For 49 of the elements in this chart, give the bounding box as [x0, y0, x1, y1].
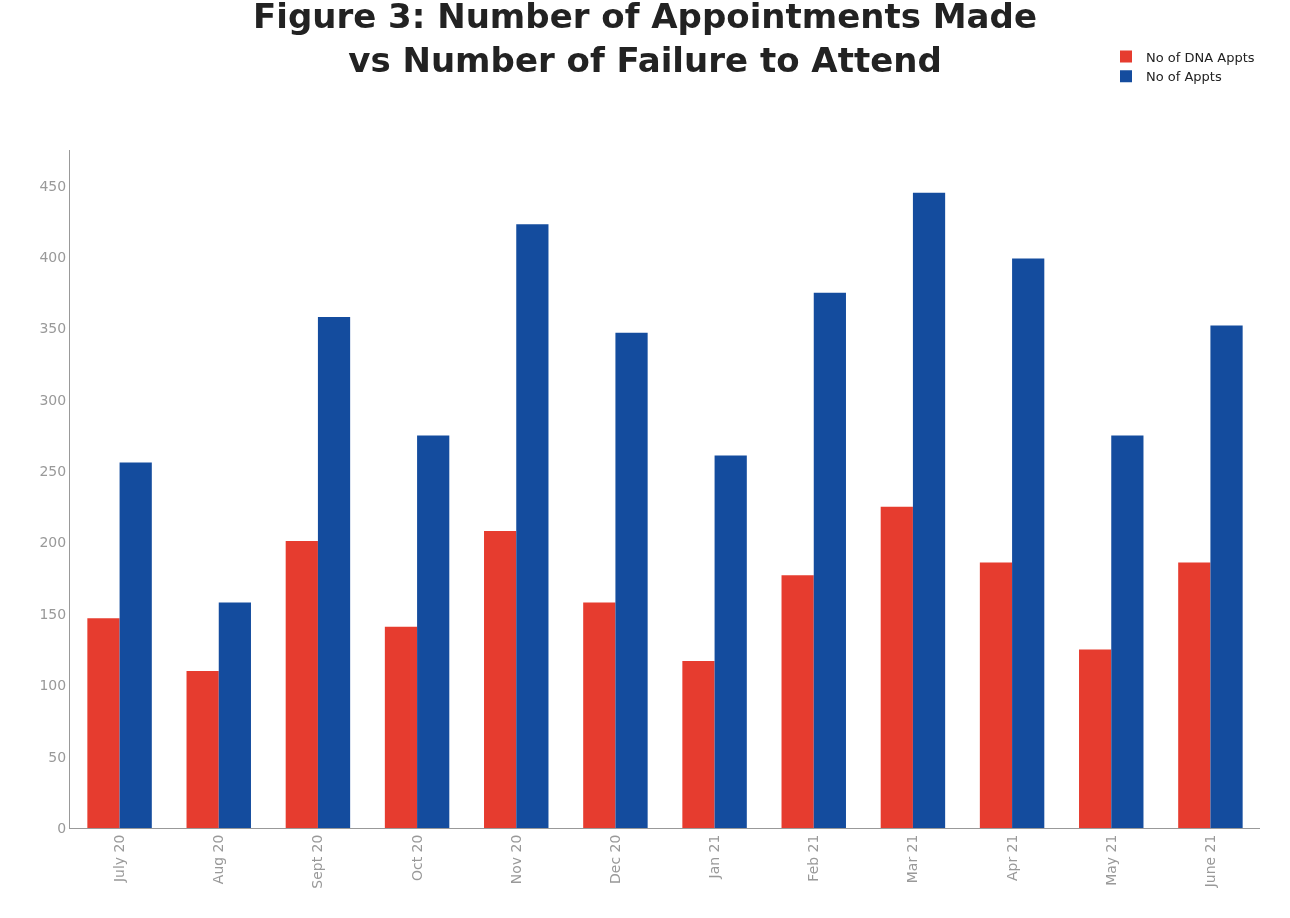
x-tick-label: May 21 [1102, 834, 1119, 886]
bar [714, 455, 747, 828]
bar [484, 531, 517, 828]
x-tick-label: Aug 20 [210, 834, 227, 885]
y-tick-label: 150 [39, 605, 67, 622]
x-tick-label: Jan 21 [706, 834, 723, 880]
chart-title: Figure 3: Number of Appointments Made vs Number of Failure to Attend [253, 0, 1037, 80]
bar [87, 618, 120, 828]
bar [1079, 649, 1112, 828]
bar [583, 602, 616, 828]
x-tick-label: Oct 20 [408, 834, 425, 882]
bar [1111, 435, 1144, 828]
y-tick-label: 200 [39, 534, 67, 551]
bar [1210, 325, 1243, 828]
bar [384, 626, 418, 828]
y-tick-label: 450 [39, 177, 67, 194]
x-tick-label: July 20 [111, 834, 128, 884]
x-tick-label: Feb 21 [805, 834, 822, 882]
x-tick-label: Nov 20 [507, 834, 524, 885]
bar [1012, 258, 1045, 828]
y-tick-label: 0 [57, 819, 67, 836]
legend-label: No of DNA Appts [1146, 49, 1255, 65]
bar [813, 292, 846, 828]
y-tick-label: 350 [39, 320, 67, 337]
bar [682, 661, 715, 828]
x-tick-label: Dec 20 [606, 834, 623, 884]
x-tick-label: June 21 [1201, 834, 1218, 889]
bar [285, 541, 318, 828]
bar [615, 332, 648, 828]
bar [516, 224, 549, 828]
bar [186, 670, 219, 828]
bar [781, 575, 814, 828]
x-tick-label: Sept 20 [309, 834, 326, 889]
bar [218, 602, 251, 828]
bar [317, 317, 351, 828]
x-tick-label: Mar 21 [904, 834, 921, 884]
legend-label: No of Appts [1146, 69, 1222, 85]
bar [979, 562, 1013, 828]
y-tick-label: 300 [39, 391, 67, 408]
bar [417, 435, 450, 828]
bar [912, 192, 946, 828]
y-tick-label: 50 [48, 748, 67, 765]
bar [880, 506, 913, 828]
bar [119, 462, 152, 828]
bar [1178, 562, 1211, 828]
y-tick-label: 250 [39, 463, 67, 480]
y-tick-label: 400 [39, 248, 67, 265]
y-tick-label: 100 [39, 677, 67, 694]
x-tick-label: Apr 21 [1003, 834, 1020, 882]
